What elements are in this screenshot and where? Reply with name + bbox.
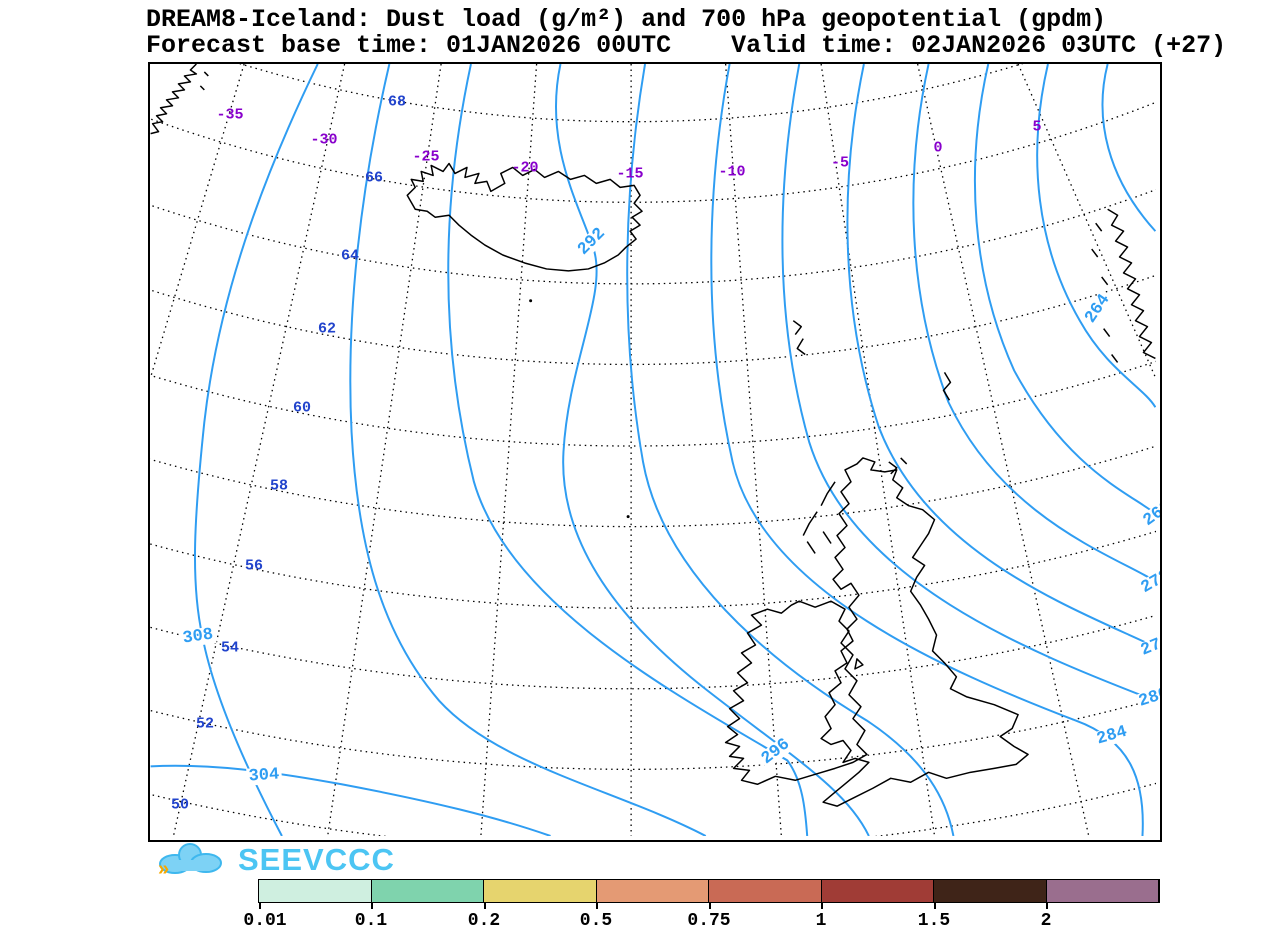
map-frame: 68 66 64 62 60 58 56 54 52 50 -35 -30 -2… (148, 62, 1162, 842)
lon-label: 0 (933, 139, 943, 157)
colorbar-segment (259, 880, 372, 902)
forecast-times: Forecast base time: 01JAN2026 00UTC Vali… (146, 31, 1227, 60)
lat-label: 68 (387, 93, 407, 111)
seevccc-logo: » SEEVCCC (150, 841, 395, 879)
coast-norway (1107, 208, 1156, 360)
colorbar-tick-label: 1.5 (917, 911, 951, 931)
contour-292 (554, 64, 870, 836)
contour-label-304: 304 (246, 765, 282, 787)
contour-260 (1101, 64, 1156, 232)
dust-load-colorbar: 0.01 0.1 0.2 0.5 0.75 1 1.5 2 (243, 879, 1160, 931)
coast-iceland (406, 162, 643, 272)
colorbar-segment (934, 880, 1047, 902)
lat-label: 50 (170, 796, 190, 814)
coast-hebrides (802, 481, 836, 554)
colorbar-tick (484, 903, 486, 909)
colorbar-segment (709, 880, 822, 902)
contour-296 (447, 64, 809, 836)
contour-264 (1036, 64, 1156, 408)
coast-orkney (888, 457, 908, 475)
contour-308 (194, 64, 319, 836)
lon-label: -5 (830, 154, 850, 172)
colorbar-tick (821, 903, 823, 909)
lon-label: -25 (412, 148, 440, 166)
lat-label: 54 (220, 639, 240, 657)
coast-britain (820, 457, 1029, 807)
lon-label: -10 (718, 163, 746, 181)
logo-text: SEEVCCC (238, 842, 395, 877)
colorbar-tick-label: 0.01 (243, 911, 287, 931)
lat-label: 52 (195, 715, 215, 733)
contour-label-308: 308 (179, 625, 217, 649)
contour-280 (781, 64, 1156, 702)
weather-map-svg (150, 64, 1156, 836)
coastlines (150, 64, 1156, 807)
lon-label: -20 (511, 159, 539, 177)
colorbar-tick-label: 0.2 (467, 911, 501, 931)
lat-label: 66 (364, 169, 384, 187)
colorbar-segment (484, 880, 597, 902)
contour-276 (846, 64, 1156, 648)
lat-label: 58 (269, 477, 289, 495)
colorbar-tick-label: 2 (1040, 911, 1052, 931)
lon-label: -35 (216, 106, 244, 124)
contour-272 (912, 64, 1156, 583)
coast-ireland (724, 600, 868, 786)
colorbar-segment (371, 880, 484, 902)
colorbar-tick-label: 0.1 (354, 911, 388, 931)
colorbar-segment (821, 880, 934, 902)
lat-label: 64 (340, 247, 360, 265)
graticule (150, 64, 1156, 836)
coast-shetland (942, 372, 952, 401)
contour-284 (710, 64, 1144, 836)
colorbar-tick (709, 903, 711, 909)
coast-greenland (150, 64, 198, 135)
lon-label: -15 (616, 165, 644, 183)
contour-288 (626, 64, 955, 836)
colorbar-tick-label: 1 (815, 911, 827, 931)
coast-faroe (792, 320, 806, 356)
contour-304 (150, 764, 551, 836)
lon-label: 5 (1032, 118, 1042, 136)
colorbar-tick (596, 903, 598, 909)
rockall-dot (626, 515, 630, 519)
lat-label: 56 (244, 557, 264, 575)
geopotential-contours (150, 64, 1156, 836)
contour-268 (973, 64, 1156, 515)
colorbar-segment (596, 880, 709, 902)
lat-label: 62 (317, 320, 337, 338)
colorbar-tick (259, 903, 261, 909)
colorbar-tick-label: 0.5 (579, 911, 613, 931)
lon-label: -30 (310, 131, 338, 149)
map-title: DREAM8-Iceland: Dust load (g/m²) and 700… (146, 5, 1107, 34)
colorbar-tick (934, 903, 936, 909)
colorbar-segment (1046, 880, 1159, 902)
lat-label: 60 (292, 399, 312, 417)
colorbar-tick (371, 903, 373, 909)
colorbar-tick (1046, 903, 1048, 909)
cloud-icon: » (158, 843, 222, 878)
contour-300 (349, 64, 707, 836)
svg-text:»: » (158, 858, 169, 878)
colorbar-tick-label: 0.75 (687, 911, 731, 931)
